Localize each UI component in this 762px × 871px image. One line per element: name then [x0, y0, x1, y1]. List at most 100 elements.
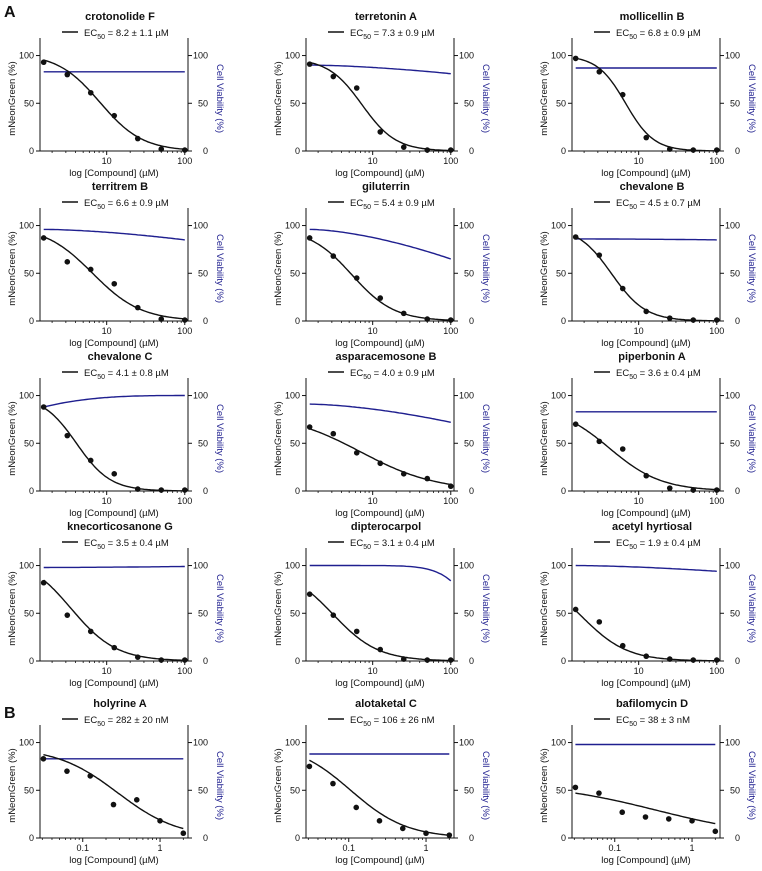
ec50-prefix: EC [84, 715, 97, 726]
y2-tick-label: 100 [193, 738, 208, 748]
data-point [158, 657, 165, 663]
data-point [181, 317, 188, 323]
y-tick-label: 100 [285, 738, 300, 748]
x-axis-label: log [Compound] (µM) [69, 508, 158, 519]
data-point [353, 85, 360, 91]
y-tick-label: 0 [295, 833, 300, 843]
y-tick-label: 50 [290, 438, 300, 448]
viability-curve [309, 564, 452, 582]
y2-tick-label: 100 [193, 561, 208, 571]
ec50-prefix: EC [84, 538, 97, 549]
y-axis-label: mNeonGreen (%) [539, 231, 550, 305]
y-tick-label: 100 [19, 391, 34, 401]
data-point [40, 755, 47, 762]
data-point [572, 234, 579, 240]
data-point [181, 487, 188, 493]
y2-tick-label: 0 [469, 656, 474, 666]
y2-tick-label: 0 [203, 656, 208, 666]
data-point [424, 316, 431, 322]
data-point [111, 471, 118, 477]
data-point [133, 797, 140, 803]
legend-ec50-label: EC50 = 4.0 ± 0.9 µM [350, 368, 435, 381]
y-tick-label: 50 [24, 438, 34, 448]
y2-tick-label: 50 [198, 785, 208, 795]
x-tick-label: 100 [443, 666, 458, 676]
y-axis-label: mNeonGreen (%) [273, 401, 284, 475]
y-axis-label: mNeonGreen (%) [539, 61, 550, 135]
y-axis-label: mNeonGreen (%) [7, 748, 18, 822]
data-point [306, 424, 313, 430]
y2-tick-label: 100 [193, 51, 208, 61]
legend-ec50-label: EC50 = 282 ± 20 nM [84, 715, 169, 728]
x-tick-label: 10 [102, 326, 112, 336]
x-tick-label: 10 [634, 156, 644, 166]
data-point [158, 146, 165, 152]
ec50-value: = 38 ± 3 nM [637, 715, 690, 726]
y-tick-label: 100 [285, 221, 300, 231]
data-point [643, 134, 650, 141]
ec50-value: = 4.5 ± 0.7 µM [637, 198, 701, 209]
x-axis-label: log [Compound] (µM) [601, 168, 690, 179]
y2-tick-label: 0 [469, 146, 474, 156]
x-axis-label: log [Compound] (µM) [335, 508, 424, 519]
ec50-prefix: EC [350, 28, 363, 39]
x-tick-label: 10 [634, 326, 644, 336]
data-point [619, 809, 626, 816]
data-point [134, 654, 141, 660]
data-point [446, 832, 453, 838]
data-point [353, 275, 360, 281]
data-point [353, 804, 360, 811]
ec50-value: = 4.0 ± 0.9 µM [371, 368, 435, 379]
y2-tick-label: 0 [203, 146, 208, 156]
ec50-prefix: EC [350, 538, 363, 549]
y-tick-label: 100 [285, 391, 300, 401]
y-tick-label: 100 [551, 561, 566, 571]
legend-ec50-label: EC50 = 4.5 ± 0.7 µM [616, 198, 701, 211]
y-tick-label: 100 [551, 51, 566, 61]
ec50-subscript: 50 [97, 204, 105, 211]
x-tick-label: 10 [102, 496, 112, 506]
y-axis-label: mNeonGreen (%) [539, 401, 550, 475]
chart-title: asparacemosone B [336, 351, 437, 363]
chart-title: dipterocarpol [351, 521, 421, 533]
x-tick-label: 10 [634, 666, 644, 676]
legend-ec50-label: EC50 = 1.9 ± 0.4 µM [616, 538, 701, 551]
ec50-prefix: EC [84, 28, 97, 39]
data-point [158, 316, 165, 322]
data-point [40, 59, 47, 66]
y2-tick-label: 50 [464, 608, 474, 618]
data-point [689, 818, 695, 824]
viability-curve [575, 564, 717, 572]
chart-title: piperbonin A [618, 351, 685, 363]
data-point [713, 657, 720, 663]
data-point [353, 450, 360, 456]
ec50-value: = 6.6 ± 0.9 µM [105, 198, 169, 209]
viability-curve [43, 394, 185, 408]
y2-tick-label: 100 [725, 561, 740, 571]
data-point [400, 471, 407, 477]
y-tick-label: 100 [285, 51, 300, 61]
y-tick-label: 50 [24, 785, 34, 795]
x-tick-label: 100 [443, 496, 458, 506]
x-tick-label: 0.1 [608, 843, 621, 853]
y-axis-label: mNeonGreen (%) [539, 571, 550, 645]
x-tick-label: 100 [177, 496, 192, 506]
ec50-prefix: EC [616, 538, 629, 549]
data-point [111, 112, 118, 119]
y2-tick-label: 100 [193, 221, 208, 231]
data-point [87, 89, 94, 96]
ec50-subscript: 50 [97, 34, 105, 41]
data-point [158, 487, 165, 493]
x-axis-label: log [Compound] (µM) [335, 855, 424, 866]
legend-ec50-label: EC50 = 3.1 ± 0.4 µM [350, 538, 435, 551]
x-tick-label: 100 [443, 326, 458, 336]
fit-curve [575, 235, 717, 322]
data-point [306, 61, 313, 67]
data-point [353, 628, 360, 635]
data-point [447, 657, 454, 663]
